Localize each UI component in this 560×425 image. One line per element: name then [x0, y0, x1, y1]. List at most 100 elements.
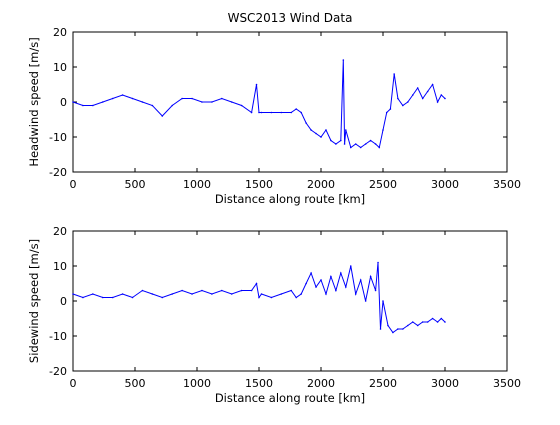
sidewind-data-point — [305, 282, 307, 285]
headwind-data-point — [161, 115, 164, 117]
sidewind-data-point — [349, 265, 352, 267]
sidewind-data-point — [161, 296, 164, 299]
sidewind-data-point — [359, 279, 362, 281]
sidewind-data-point — [111, 296, 114, 299]
headwind-ytick-label: 10 — [53, 61, 67, 74]
sidewind-data-point — [141, 289, 144, 292]
sidewind-data-point — [330, 275, 332, 278]
headwind-xtick-label: 3000 — [431, 178, 459, 191]
headwind-data-point — [364, 143, 367, 145]
headwind-plot: 0 500 1000 1500 2000 2500 3000 3500-20-1001020 … — [27, 26, 521, 206]
sidewind-xtick-label: 2000 — [307, 377, 335, 390]
headwind-data-point — [250, 111, 253, 114]
headwind-ytick-label: 20 — [53, 26, 67, 39]
sidewind-data-point — [72, 293, 74, 295]
sidewind-ytick-label: 0 — [60, 295, 67, 308]
headwind-data-point — [111, 97, 114, 100]
sidewind-data-point — [230, 293, 233, 295]
headwind-data-point — [258, 111, 260, 114]
headwind-data-point — [340, 139, 342, 142]
sidewind-data-point — [181, 289, 183, 292]
sidewind-data-point — [436, 321, 439, 323]
headwind-data-point — [444, 97, 446, 100]
headwind-data-point — [407, 101, 409, 103]
headwind-data-point — [330, 139, 332, 142]
headwind-data-point — [342, 59, 345, 61]
headwind-data-point — [101, 101, 104, 103]
headwind-xtick-label: 1000 — [183, 178, 211, 191]
sidewind-data-point — [211, 293, 213, 295]
headwind-data-point — [92, 104, 94, 107]
headwind-data-point — [385, 111, 388, 114]
sidewind-data-point — [402, 328, 404, 330]
headwind-xtick-label: 1500 — [245, 178, 273, 191]
sidewind-data-point — [444, 321, 446, 323]
sidewind-data-point — [382, 300, 384, 302]
headwind-data-point — [397, 97, 399, 100]
headwind-data-point — [325, 129, 327, 131]
sidewind-data-point — [426, 321, 429, 323]
sidewind-data-point — [295, 296, 298, 299]
sidewind-data-point — [416, 324, 419, 327]
headwind-data-point — [280, 111, 283, 114]
headwind-data-point — [393, 73, 395, 75]
headwind-xtick-label: 2500 — [369, 178, 397, 191]
sidewind-xtick-label: 1500 — [245, 377, 273, 390]
sidewind-data-point — [201, 289, 203, 292]
headwind-data-point — [354, 143, 357, 145]
figure-title: WSC2013 Wind Data — [228, 11, 353, 25]
sidewind-data-point — [345, 286, 347, 288]
headwind-data-point — [305, 122, 307, 124]
headwind-data-point — [343, 143, 346, 145]
headwind-data-point — [310, 129, 312, 131]
headwind-data-point — [181, 97, 183, 100]
sidewind-data-point — [260, 293, 263, 295]
headwind-data-point — [378, 146, 381, 149]
sidewind-data-point — [82, 296, 84, 299]
headwind-data-point — [240, 104, 243, 107]
sidewind-data-point — [407, 324, 409, 327]
sidewind-data-point — [280, 293, 283, 295]
sidewind-data-point — [354, 293, 357, 295]
headwind-data-point — [270, 111, 273, 114]
sidewind-data-point — [92, 293, 94, 295]
sidewind-data-point — [191, 293, 193, 295]
headwind-data-point — [72, 101, 74, 103]
sidewind-data-point — [397, 328, 399, 330]
sidewind-data-point — [101, 296, 104, 299]
sidewind-data-point — [131, 296, 134, 299]
headwind-xlabel: Distance along route [km] — [215, 192, 365, 206]
sidewind-data-point — [310, 272, 312, 274]
headwind-data-point — [131, 97, 134, 100]
sidewind-axes-box — [72, 230, 508, 372]
headwind-xtick-label: 3500 — [493, 178, 521, 191]
headwind-axes-box — [72, 31, 508, 173]
headwind-series-line — [72, 59, 446, 149]
headwind-data-point — [151, 104, 154, 107]
headwind-data-point — [436, 101, 439, 103]
sidewind-data-point — [171, 293, 173, 295]
headwind-data-point — [211, 101, 213, 103]
headwind-data-point — [349, 146, 352, 149]
sidewind-data-point — [335, 289, 337, 292]
sidewind-data-point — [300, 293, 302, 295]
sidewind-data-point — [221, 289, 223, 292]
sidewind-data-point — [320, 279, 322, 281]
headwind-data-point — [300, 111, 302, 114]
sidewind-series-line — [72, 262, 446, 334]
sidewind-data-point — [392, 331, 394, 334]
headwind-xtick-label: 0 — [70, 178, 77, 191]
headwind-data-point — [255, 83, 258, 86]
headwind-data-point — [171, 104, 173, 107]
sidewind-ytick-label: -10 — [49, 330, 67, 343]
headwind-data-point — [359, 146, 362, 149]
sidewind-ylabel: Sidewind speed [m/s] — [27, 239, 41, 363]
headwind-data-point — [290, 111, 293, 114]
headwind-ytick-label: -10 — [49, 131, 67, 144]
sidewind-ytick-label: 10 — [53, 260, 67, 273]
headwind-data-point — [82, 104, 84, 107]
sidewind-data-point — [421, 321, 424, 323]
sidewind-data-point — [240, 289, 243, 292]
sidewind-data-point — [411, 321, 414, 323]
headwind-data-point — [369, 139, 372, 142]
